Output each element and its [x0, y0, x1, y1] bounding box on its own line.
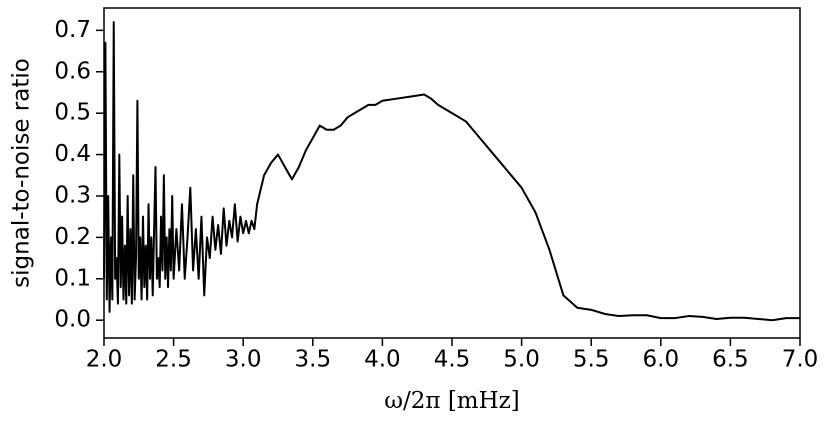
- y-tick-label: 0.5: [54, 100, 91, 126]
- x-tick-label: 3.0: [225, 347, 262, 373]
- x-tick-label: 6.5: [712, 347, 749, 373]
- y-tick-label: 0.1: [54, 265, 91, 291]
- plot-frame: [103, 7, 801, 339]
- x-tick-label: 2.0: [86, 347, 123, 373]
- y-tick-label: 0.6: [54, 58, 91, 84]
- x-tick-label: 4.0: [364, 347, 401, 373]
- x-axis-label: ω/2π [mHz]: [384, 388, 520, 414]
- x-tick-label: 7.0: [782, 347, 819, 373]
- x-tick-label: 5.0: [503, 347, 540, 373]
- y-tick-label: 0.2: [54, 224, 91, 250]
- x-tick-label: 4.5: [434, 347, 471, 373]
- x-tick-label: 3.5: [295, 347, 332, 373]
- x-tick-label: 6.0: [643, 347, 680, 373]
- data-line: [103, 21, 800, 322]
- y-tick-label: 0.0: [54, 307, 91, 333]
- x-tick-label: 2.5: [155, 347, 192, 373]
- y-axis-label: signal-to-noise ratio: [9, 58, 35, 288]
- x-tick-label: 5.5: [573, 347, 610, 373]
- y-tick-label: 0.7: [54, 17, 91, 43]
- y-tick-label: 0.3: [54, 182, 91, 208]
- y-tick-label: 0.4: [54, 141, 91, 167]
